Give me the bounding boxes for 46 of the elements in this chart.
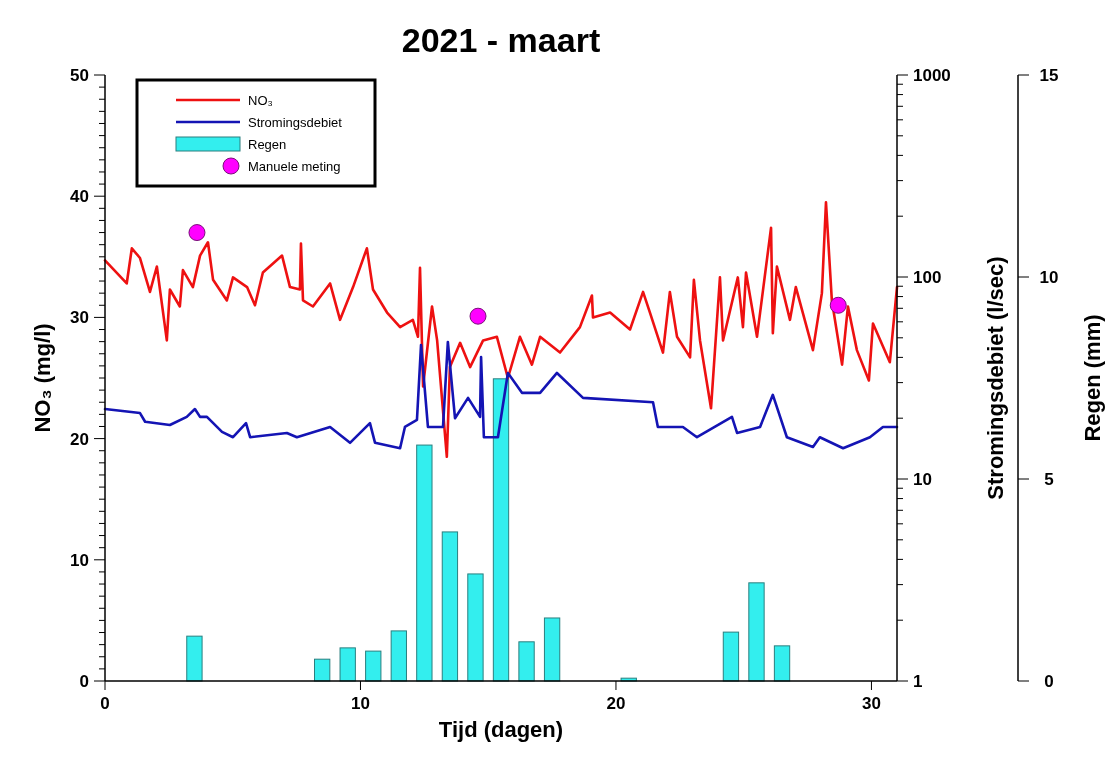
chart-title: 2021 - maart xyxy=(401,21,601,59)
y2-tick-label: 10 xyxy=(913,470,932,489)
x-tick-label: 30 xyxy=(861,694,881,713)
y3-axis-title: Regen (mm) xyxy=(1080,314,1105,442)
bar xyxy=(416,444,433,682)
line-series xyxy=(103,340,899,450)
bar xyxy=(518,641,535,682)
y-tick-label: 0 xyxy=(79,672,89,691)
bar xyxy=(186,635,203,682)
legend-label: NO₃ xyxy=(248,93,273,108)
bar xyxy=(441,531,459,682)
legend-label: Regen xyxy=(248,137,287,152)
y-tick-label: 40 xyxy=(70,187,89,207)
bar xyxy=(365,650,382,682)
y3-tick-label: 15 xyxy=(1039,66,1059,85)
bar xyxy=(543,617,561,682)
x-tick-label: 20 xyxy=(606,694,626,713)
legend-label: Manuele meting xyxy=(248,159,341,174)
bar xyxy=(390,630,407,682)
x-axis-title: Tijd (dagen) xyxy=(438,717,564,742)
point xyxy=(469,307,487,325)
y-tick-label: 30 xyxy=(70,308,89,328)
x-tick-label: 0 xyxy=(100,694,110,713)
bar xyxy=(314,658,331,682)
y-tick-label: 50 xyxy=(70,66,89,85)
y2-tick-label: 1 xyxy=(913,672,923,691)
bar xyxy=(773,645,791,682)
bar xyxy=(492,378,510,682)
y-tick-label: 20 xyxy=(70,429,89,449)
bar xyxy=(748,582,765,682)
bar xyxy=(722,631,740,682)
legend-label: Stromingsdebiet xyxy=(248,115,343,130)
bar xyxy=(339,647,356,682)
y3-tick-label: 0 xyxy=(1044,672,1054,691)
y2-tick-label: 1000 xyxy=(913,66,951,85)
x-tick-label: 10 xyxy=(351,694,370,713)
y-axis-title: NO₃ (mg/l) xyxy=(30,323,55,433)
y-tick-label: 10 xyxy=(70,550,89,570)
point xyxy=(829,296,847,314)
y3-tick-label: 5 xyxy=(1044,470,1054,489)
line-series xyxy=(103,200,899,459)
y2-tick-label: 100 xyxy=(913,268,942,287)
y3-tick-label: 10 xyxy=(1039,268,1059,287)
y2-axis-title: Stromingsdebiet (l/sec) xyxy=(983,256,1008,500)
point xyxy=(188,224,206,242)
bar xyxy=(467,573,484,682)
